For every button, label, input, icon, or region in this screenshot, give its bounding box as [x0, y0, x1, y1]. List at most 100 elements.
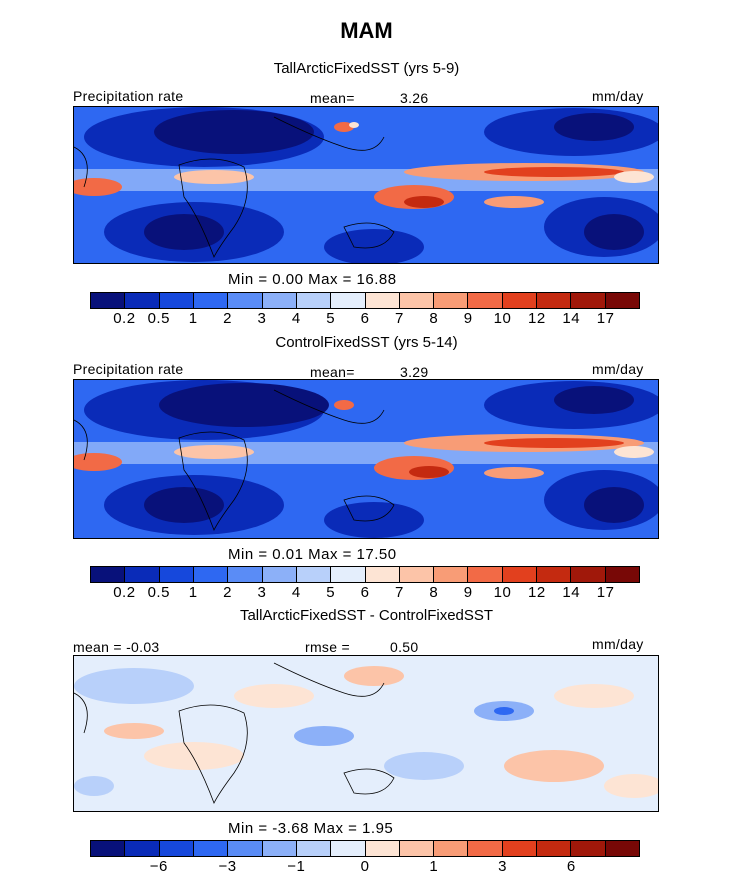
- panel1-colorbar-swatch: [228, 293, 263, 308]
- panel2-colorbar-tick-label: 8: [429, 584, 439, 601]
- panel2-colorbar-tick-label: 4: [291, 584, 301, 601]
- panel1-units: mm/day: [592, 88, 644, 104]
- panel1-colorbar-swatch: [91, 293, 126, 308]
- panel2-colorbar-swatch: [365, 567, 400, 582]
- panel3-colorbar-swatch: [296, 841, 332, 856]
- panel3-map: [73, 655, 659, 812]
- panel3-mean-label: mean = -0.03: [73, 639, 160, 655]
- panel1-mean-value: 3.26: [400, 90, 429, 106]
- panel1-colorbar-tick-label: 4: [291, 310, 301, 327]
- panel1-colorbar-tick-label: 14: [562, 310, 581, 327]
- panel1-minmax: Min = 0.00 Max = 16.88: [228, 271, 397, 288]
- panel2-colorbar-tick-label: 9: [463, 584, 473, 601]
- panel3-colorbar-tick-label: −3: [218, 858, 237, 875]
- panel3-colorbar-swatch: [502, 841, 538, 856]
- panel3-colorbar-swatch: [262, 841, 297, 856]
- panel3-colorbar-swatch: [193, 841, 229, 856]
- panel2-colorbar: [90, 566, 640, 583]
- panel2-colorbar-tick-label: 3: [257, 584, 267, 601]
- panel2-colorbar-swatch: [571, 567, 606, 582]
- panel3-colorbar-tick-label: 3: [498, 858, 507, 875]
- panel3-colorbar-swatch: [571, 841, 606, 856]
- panel2-colorbar-swatch: [537, 567, 572, 582]
- panel1-colorbar-swatch: [159, 293, 194, 308]
- panel2-colorbar-ticks: 0.2 0.5 1 2 3 4 5 6 7 8 9 10 12 14 17: [90, 584, 640, 602]
- panel3-colorbar-swatch: [91, 841, 126, 856]
- panel2-colorbar-swatch: [399, 567, 435, 582]
- panel1-colorbar-swatch: [399, 293, 435, 308]
- panel1-mean-label: mean=: [310, 90, 355, 106]
- panel2-map: [73, 379, 659, 539]
- panel3-colorbar-swatch: [125, 841, 160, 856]
- panel2-colorbar-tick-label: 17: [596, 584, 615, 601]
- panel2-mean-label: mean=: [310, 364, 355, 380]
- panel3-colorbar-swatch: [228, 841, 263, 856]
- panel1-variable-label: Precipitation rate: [73, 88, 184, 104]
- panel2-colorbar-tick-label: 6: [360, 584, 370, 601]
- panel1-colorbar-tick-label: 9: [463, 310, 473, 327]
- panel2-colorbar-swatch: [331, 567, 366, 582]
- panel3-colorbar-tick-label: 0: [360, 858, 370, 875]
- panel2-colorbar-swatch: [434, 567, 469, 582]
- panel1-colorbar-tick-label: 12: [528, 310, 546, 327]
- panel2-colorbar-swatch: [159, 567, 194, 582]
- panel3-colorbar-tick-label: −6: [149, 858, 168, 875]
- panel3-colorbar-swatch: [399, 841, 435, 856]
- panel2-colorbar-swatch: [193, 567, 229, 582]
- panel2-colorbar-tick-label: 0.5: [147, 584, 170, 601]
- panel3-colorbar-swatch: [365, 841, 400, 856]
- figure-title: MAM: [340, 18, 393, 43]
- panel1-colorbar-swatch: [193, 293, 229, 308]
- panel1-colorbar-tick-label: 8: [429, 310, 439, 327]
- panel2-colorbar-swatch: [296, 567, 332, 582]
- panel2-colorbar-swatch: [125, 567, 160, 582]
- panel2-precip-field: [74, 380, 658, 538]
- panel2-colorbar-swatch: [228, 567, 263, 582]
- panel1-colorbar-tick-label: 2: [223, 310, 232, 327]
- panel1-colorbar-tick-label: 10: [493, 310, 512, 327]
- panel3-colorbar-tick-label: −1: [287, 858, 306, 875]
- panel1-colorbar-swatch: [365, 293, 400, 308]
- panel3-colorbar-tick-label: 6: [566, 858, 576, 875]
- panel1-colorbar-tick-label: 6: [360, 310, 370, 327]
- panel1-colorbar-swatch: [468, 293, 503, 308]
- panel2-variable-label: Precipitation rate: [73, 361, 184, 377]
- panel1-colorbar-tick-label: 0.5: [147, 310, 170, 327]
- panel3-colorbar-swatch: [331, 841, 366, 856]
- panel1-colorbar-swatch: [571, 293, 606, 308]
- panel1-colorbar-tick-label: 0.2: [113, 310, 136, 327]
- panel3-subtitle: TallArcticFixedSST - ControlFixedSST: [239, 607, 494, 624]
- panel1-colorbar-swatch: [331, 293, 366, 308]
- panel1-colorbar-tick-label: 3: [257, 310, 267, 327]
- panel2-minmax: Min = 0.01 Max = 17.50: [228, 546, 397, 563]
- panel3-diff-field: [74, 656, 658, 811]
- panel3-rmse-label: rmse =: [305, 639, 350, 655]
- panel2-colorbar-swatch: [262, 567, 297, 582]
- panel2-colorbar-tick-label: 12: [528, 584, 546, 601]
- panel1-colorbar-tick-label: 5: [326, 310, 336, 327]
- panel1-map: [73, 106, 659, 264]
- panel3-colorbar-ticks: −6 −3 −1 0 1 3 6: [90, 858, 640, 876]
- panel2-mean-value: 3.29: [400, 364, 429, 380]
- panel1-colorbar-tick-label: 17: [596, 310, 615, 327]
- panel2-colorbar-tick-label: 5: [326, 584, 336, 601]
- panel2-colorbar-tick-label: 14: [562, 584, 581, 601]
- panel3-colorbar-swatch: [434, 841, 469, 856]
- panel1-precip-field: [74, 107, 658, 263]
- panel2-colorbar-tick-label: 10: [493, 584, 512, 601]
- panel2-units: mm/day: [592, 361, 644, 377]
- panel1-colorbar-swatch: [537, 293, 572, 308]
- panel1-colorbar-tick-label: 7: [394, 310, 404, 327]
- panel3-colorbar-swatch: [468, 841, 503, 856]
- panel1-colorbar: [90, 292, 640, 309]
- panel2-colorbar-swatch: [605, 567, 639, 582]
- panel1-colorbar-swatch: [605, 293, 639, 308]
- panel1-colorbar-tick-label: 1: [188, 310, 198, 327]
- panel2-colorbar-swatch: [91, 567, 126, 582]
- panel3-minmax: Min = -3.68 Max = 1.95: [228, 820, 394, 837]
- panel2-subtitle: ControlFixedSST (yrs 5-14): [275, 334, 458, 351]
- panel3-colorbar: [90, 840, 640, 857]
- panel1-colorbar-swatch: [434, 293, 469, 308]
- panel1-colorbar-swatch: [502, 293, 538, 308]
- panel1-colorbar-swatch: [262, 293, 297, 308]
